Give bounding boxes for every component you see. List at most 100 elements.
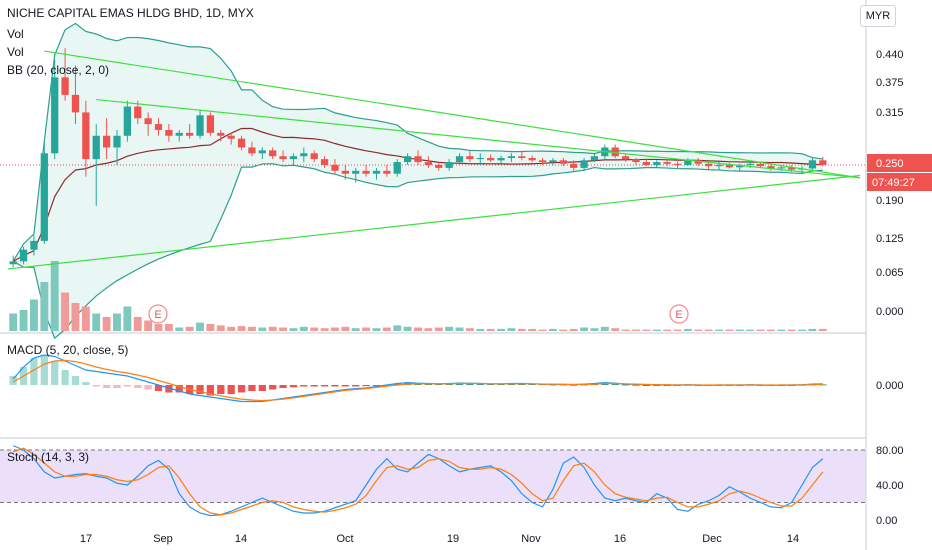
stoch-legend: Stoch (14, 3, 3): [7, 450, 90, 464]
volume-bar: [92, 313, 101, 331]
candle-body: [528, 157, 536, 161]
candle-body: [227, 135, 235, 139]
volume-bar: [683, 328, 692, 331]
macd-hist-bar: [217, 385, 225, 394]
macd-hist-bar: [165, 385, 173, 393]
candle-body: [30, 240, 38, 250]
currency-badge[interactable]: MYR: [860, 5, 896, 27]
earnings-marker-label: E: [675, 309, 682, 321]
candle-body: [715, 164, 723, 167]
bb-lower: [12, 163, 823, 340]
macd-line: [12, 354, 823, 403]
macd-hist-bar: [175, 385, 183, 393]
volume-bar: [476, 328, 485, 331]
volume-bar: [445, 326, 454, 331]
candle-body: [393, 162, 401, 174]
volume-bar: [19, 310, 28, 331]
volume-bar: [559, 329, 568, 331]
volume-bar: [787, 329, 796, 331]
stoch-tick-label: 40.00: [876, 480, 904, 492]
volume-bar: [102, 317, 111, 331]
volume-bar: [320, 328, 329, 331]
volume-bar: [154, 324, 163, 331]
candle-body: [466, 156, 474, 160]
macd-hist-bar: [102, 385, 111, 388]
candle-body: [331, 164, 339, 171]
macd-hist-bar: [71, 376, 80, 385]
macd-hist-bar: [300, 385, 308, 387]
candle-body: [694, 160, 702, 164]
earnings-marker: [148, 304, 168, 324]
candle-body: [217, 132, 225, 136]
candle-body: [372, 170, 381, 174]
candle-body: [144, 118, 152, 125]
volume-bar: [144, 320, 153, 331]
candle-body: [518, 156, 526, 158]
volume-bar: [299, 326, 308, 331]
candle-body: [175, 132, 183, 136]
volume-bar: [455, 327, 464, 331]
volume-bar: [258, 327, 267, 331]
macd-hist-bar: [279, 385, 287, 388]
candle-body: [414, 156, 422, 163]
candle-body: [248, 147, 256, 154]
volume-bar: [673, 329, 682, 331]
macd-hist-bar: [227, 385, 235, 394]
price-tick-label: 0.065: [876, 267, 904, 279]
earnings-marker: [669, 304, 689, 324]
stoch-tick-label: 80.00: [876, 445, 904, 457]
stoch-band: [0, 450, 866, 503]
candle-body: [756, 163, 765, 167]
volume-bar: [600, 326, 609, 331]
macd-hist-bar: [621, 384, 630, 386]
macd-hist-bar: [352, 385, 360, 387]
macd-hist-bar: [310, 385, 318, 387]
candle-body: [663, 162, 671, 164]
macd-hist-bar: [320, 385, 329, 387]
candle-body: [538, 160, 547, 163]
price-tick-label: 0.375: [876, 77, 904, 89]
volume-bar: [611, 328, 620, 331]
trendline-upper-2: [96, 98, 861, 179]
candle-body: [61, 77, 69, 95]
candle-body: [632, 159, 640, 163]
candle-body: [497, 157, 505, 161]
candle-body: [383, 170, 391, 174]
x-tick-label: Oct: [336, 533, 353, 545]
volume-bar: [756, 329, 765, 331]
candle-body: [279, 156, 287, 160]
macd-hist-bar: [653, 385, 661, 386]
volume-bar: [517, 328, 526, 331]
candle-body: [9, 261, 17, 265]
volume-bar: [341, 326, 350, 331]
candle-body: [445, 162, 453, 168]
macd-hist-bar: [61, 370, 69, 385]
volume-bar: [289, 328, 298, 331]
macd-hist-bar: [258, 385, 266, 391]
candle-body: [320, 159, 329, 165]
stoch-d-line: [12, 447, 824, 516]
candle-body: [19, 249, 28, 262]
candle-body: [82, 112, 90, 160]
x-tick-label: 17: [80, 533, 92, 545]
volume-bar: [351, 328, 360, 331]
macd-hist-bar: [362, 385, 370, 387]
macd-legend: MACD (5, 20, close, 5): [7, 343, 129, 357]
volume-bar: [663, 329, 672, 331]
candle-body: [570, 163, 578, 168]
macd-hist-bar: [611, 383, 619, 385]
volume-bar: [590, 328, 599, 331]
volume-bar: [424, 328, 433, 331]
macd-hist-bar: [393, 383, 401, 385]
volume-bar: [393, 325, 402, 331]
volume-bar: [621, 329, 630, 331]
candle-body: [403, 156, 412, 163]
volume-bar: [486, 328, 495, 331]
volume-bar: [81, 306, 90, 331]
volume-bar: [434, 327, 443, 331]
candle-body: [92, 135, 100, 160]
macd-hist-bar: [341, 385, 349, 387]
x-tick-label: 16: [614, 533, 626, 545]
volume-bar: [704, 329, 713, 331]
